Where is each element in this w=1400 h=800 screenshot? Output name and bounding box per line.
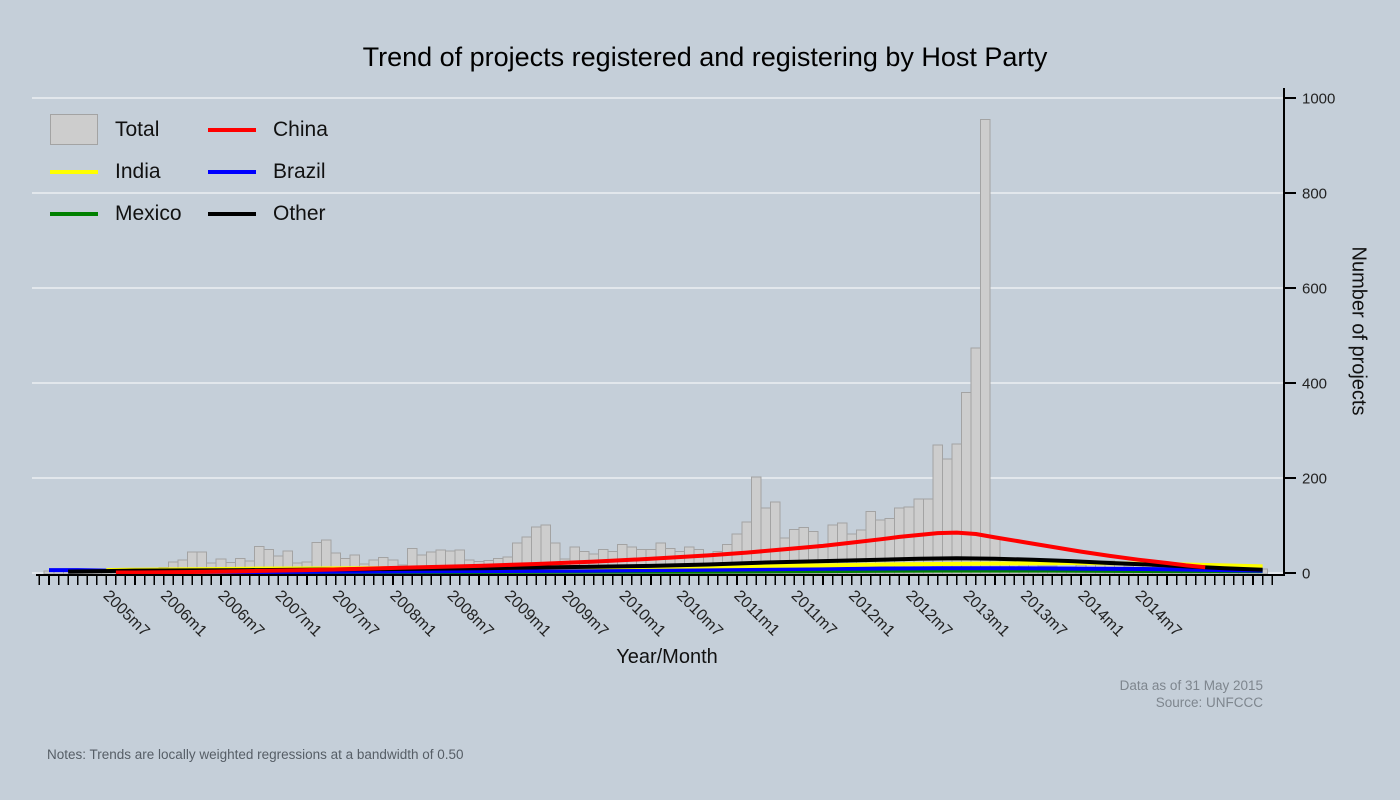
total-bar (750, 476, 762, 575)
x-tick-label: 2014m7 (1132, 587, 1185, 640)
x-tick-label: 2009m1 (501, 587, 554, 640)
x-tick-label: 2010m1 (616, 587, 669, 640)
x-tick-label: 2013m1 (960, 587, 1013, 640)
source-note: Data as of 31 May 2015 Source: UNFCCC (1120, 678, 1263, 711)
legend-swatch-total (50, 114, 98, 145)
legend: Total China India Brazil Mexico Other (50, 114, 366, 229)
trend-line-china (115, 530, 1206, 575)
legend-label-other: Other (273, 201, 326, 225)
legend-swatch-india (50, 169, 98, 174)
y-tick-label: 800 (1302, 186, 1327, 203)
notes-text: Notes: Trends are locally weighted regre… (47, 747, 464, 762)
chart-title: Trend of projects registered and registe… (362, 42, 1048, 72)
x-axis-title: Year/Month (616, 646, 718, 668)
x-tick-label: 2008m1 (386, 587, 439, 640)
legend-label-china: China (273, 117, 328, 141)
x-tick-label: 2009m7 (558, 587, 611, 640)
x-tick-label: 2007m7 (329, 587, 382, 640)
x-tick-label: 2012m1 (845, 587, 898, 640)
x-tick-label: 2014m1 (1074, 587, 1127, 640)
source-text: Source: UNFCCC (1155, 694, 1263, 710)
legend-swatch-china (208, 127, 256, 132)
y-tick-label: 400 (1302, 376, 1327, 393)
legend-label-total: Total (115, 117, 160, 141)
x-tick-label: 2006m1 (157, 587, 210, 640)
x-tick-label: 2011m7 (788, 587, 840, 639)
y-tick-label: 1000 (1302, 91, 1335, 108)
legend-label-brazil: Brazil (273, 159, 326, 183)
legend-swatch-other (208, 211, 256, 216)
data-as-of-text: Data as of 31 May 2015 (1119, 678, 1263, 693)
y-tick-label: 200 (1302, 471, 1327, 488)
x-tick-label: 2006m7 (214, 587, 267, 640)
x-tick-label: 2011m1 (730, 587, 782, 639)
total-bar (961, 392, 972, 575)
legend-swatch-brazil (208, 169, 256, 174)
total-bar (970, 347, 982, 575)
x-tick-label: 2013m7 (1017, 587, 1070, 640)
y-tick-label: 600 (1302, 281, 1327, 298)
x-tick-label: 2012m7 (902, 587, 955, 640)
legend-label-mexico: Mexico (115, 201, 182, 225)
legend-label-india: India (115, 159, 161, 183)
total-bar (980, 118, 991, 575)
total-bar (951, 443, 963, 575)
x-tick-label: 2010m7 (673, 587, 726, 640)
y-tick-label: 0 (1302, 566, 1310, 583)
legend-swatch-mexico (50, 211, 98, 216)
x-tick-label: 2007m1 (272, 587, 325, 640)
y-axis-title: Number of projects (1347, 246, 1370, 416)
x-tick-label: 2008m7 (444, 587, 497, 640)
total-bar (932, 444, 943, 575)
x-tick-label: 2005m7 (100, 587, 153, 640)
